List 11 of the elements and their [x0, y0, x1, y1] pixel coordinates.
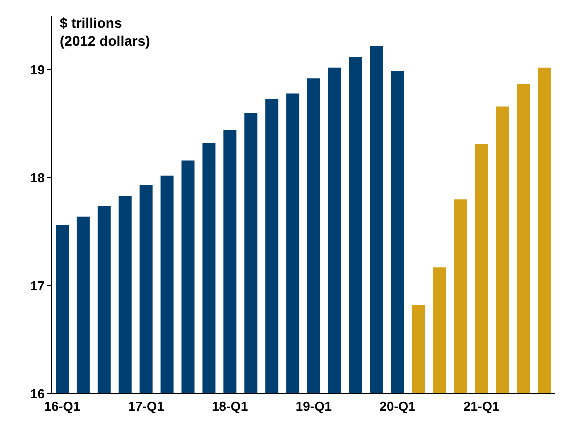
- x-tick-label: 21-Q1: [464, 399, 500, 414]
- x-tick-label: 18-Q1: [212, 399, 248, 414]
- y-tick-label: 18: [30, 170, 45, 186]
- y-tick-label: 19: [30, 62, 45, 78]
- x-tick-label: 19-Q1: [296, 399, 332, 414]
- y-tick-label: 16: [30, 386, 45, 402]
- x-tick-label: 16-Q1: [44, 399, 81, 414]
- y-tick-label: 17: [30, 278, 45, 294]
- x-tick-label: 20-Q1: [380, 399, 416, 414]
- y-axis-title: $ trillions (2012 dollars): [60, 14, 150, 50]
- x-tick-label: 17-Q1: [128, 399, 164, 414]
